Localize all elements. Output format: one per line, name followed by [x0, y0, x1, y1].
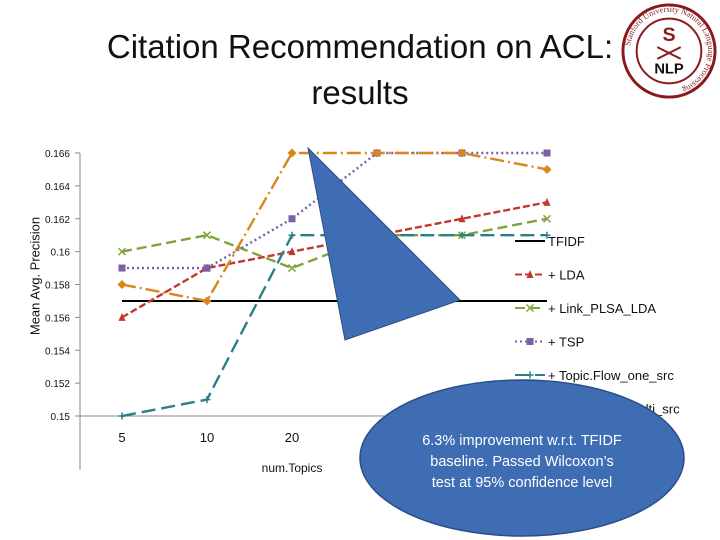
- data-point-cross: [203, 396, 211, 404]
- data-point-cross: [526, 371, 534, 379]
- x-tick-label: 10: [200, 430, 214, 445]
- x-tick-label: 5: [118, 430, 125, 445]
- y-tick-label: 0.162: [45, 215, 70, 226]
- y-tick-label: 0.158: [45, 281, 70, 292]
- data-point-square: [543, 149, 551, 157]
- y-tick-label: 0.154: [45, 346, 70, 357]
- legend-label: + Topic.Flow_one_src: [548, 368, 674, 383]
- slide-title-line1: Citation Recommendation on ACL:: [106, 28, 614, 65]
- data-point-triangle: [543, 197, 551, 206]
- y-tick-label: 0.156: [45, 313, 70, 324]
- y-tick-label: 0.15: [51, 412, 71, 423]
- y-tick-label: 0.16: [51, 248, 71, 259]
- logo-initials: NLP: [654, 62, 684, 78]
- data-point-triangle: [118, 312, 126, 321]
- legend-item: + LDA: [515, 268, 585, 283]
- logo-cross-line-b: [656, 46, 682, 60]
- data-point-cross: [458, 231, 466, 239]
- legend-label: + Link_PLSA_LDA: [548, 301, 656, 316]
- callout-annotation-line: baseline. Passed Wilcoxon’s: [430, 454, 614, 470]
- series-line: [121, 217, 548, 270]
- data-point-x: [202, 231, 212, 240]
- callout-pointer: [307, 146, 461, 341]
- series-line: [121, 201, 548, 319]
- callout-annotation-line: 6.3% improvement w.r.t. TFIDF: [422, 433, 622, 449]
- data-point-square: [118, 264, 126, 272]
- data-point-cross: [118, 412, 126, 420]
- legend-item: TFIDF: [515, 234, 585, 249]
- data-point-diamond: [457, 148, 467, 158]
- data-point-diamond: [287, 148, 297, 158]
- stanford-nlp-logo: Stanford University Natural Language Pro…: [621, 3, 717, 99]
- series-line: [121, 233, 547, 418]
- y-tick-label: 0.166: [45, 149, 70, 160]
- legend-label: + TSP: [548, 335, 584, 350]
- legend-item: + Link_PLSA_LDA: [515, 301, 656, 316]
- logo-letter: S: [662, 24, 675, 46]
- data-point-square: [203, 264, 211, 272]
- x-axis-label: num.Topics: [262, 461, 323, 475]
- data-point-cross: [543, 231, 551, 239]
- callout-bubble: [359, 379, 685, 537]
- y-tick-label: 0.164: [45, 182, 70, 193]
- data-point-x: [287, 264, 297, 273]
- series-line: [121, 151, 548, 303]
- legend-label: + LDA: [548, 268, 585, 283]
- series-topic-flow-multi-src: [117, 148, 552, 306]
- slide-title: Citation Recommendation on ACL: results: [90, 24, 630, 116]
- y-tick-label: 0.152: [45, 379, 70, 390]
- data-point-x: [525, 303, 535, 313]
- logo-inner-ring: [635, 17, 703, 85]
- data-point-x: [542, 214, 552, 223]
- data-point-triangle: [526, 270, 534, 278]
- legend-item: + Topic.Flow_one_src: [515, 368, 674, 383]
- legend-item: + TSP: [515, 335, 584, 350]
- data-point-diamond: [372, 148, 382, 158]
- x-tick-label: 20: [285, 430, 299, 445]
- data-point-square: [288, 215, 296, 223]
- callout-annotation-line: test at 95% confidence level: [432, 475, 613, 491]
- data-point-cross: [288, 231, 296, 239]
- data-point-diamond: [117, 280, 127, 289]
- legend-label: TFIDF: [548, 234, 585, 249]
- callout-annotation: 6.3% improvement w.r.t. TFIDF baseline. P…: [422, 433, 622, 491]
- data-point-square: [526, 338, 534, 345]
- data-point-triangle: [458, 214, 466, 223]
- data-point-triangle: [288, 247, 296, 256]
- data-point-diamond: [202, 296, 212, 306]
- data-point-diamond: [542, 164, 552, 174]
- data-point-x: [117, 247, 127, 256]
- slide-title-line2: results: [311, 74, 409, 111]
